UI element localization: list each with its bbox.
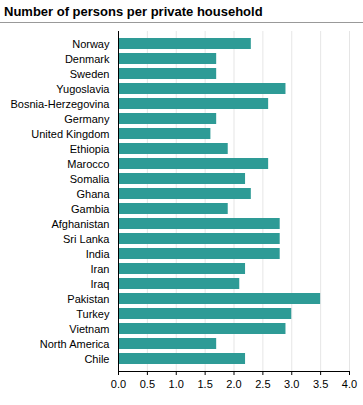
- svg-text:2.5: 2.5: [255, 378, 270, 390]
- svg-text:Gambia: Gambia: [71, 203, 110, 215]
- svg-text:Ethiopia: Ethiopia: [70, 143, 111, 155]
- svg-text:Chile: Chile: [84, 353, 109, 365]
- svg-text:Iraq: Iraq: [91, 278, 110, 290]
- svg-text:Yugoslavia: Yugoslavia: [56, 83, 110, 95]
- svg-text:Vietnam: Vietnam: [69, 323, 109, 335]
- svg-text:2.0: 2.0: [226, 378, 241, 390]
- html-text:Number of persons per private: Number of persons per private household: [4, 4, 263, 19]
- svg-text:Bosnia-Herzegovina: Bosnia-Herzegovina: [10, 98, 110, 110]
- svg-text:Marocco: Marocco: [67, 158, 109, 170]
- svg-text:Turkey: Turkey: [76, 308, 110, 320]
- svg-text:Somalia: Somalia: [70, 173, 111, 185]
- svg-text:1.0: 1.0: [169, 378, 184, 390]
- svg-text:Germany: Germany: [64, 113, 110, 125]
- svg-text:Ghana: Ghana: [76, 188, 110, 200]
- svg-text:0.0: 0.0: [111, 378, 126, 390]
- svg-text:4.0: 4.0: [342, 378, 357, 390]
- svg-text:Sri Lanka: Sri Lanka: [63, 233, 110, 245]
- svg-text:0.5: 0.5: [140, 378, 155, 390]
- svg-text:3.5: 3.5: [313, 378, 328, 390]
- svg-text:Denmark: Denmark: [65, 53, 110, 65]
- svg-text:3.0: 3.0: [284, 378, 299, 390]
- svg-text:Pakistan: Pakistan: [67, 293, 109, 305]
- svg-text:1.5: 1.5: [197, 378, 212, 390]
- svg-text:North America: North America: [40, 338, 111, 350]
- svg-text:Afghanistan: Afghanistan: [51, 218, 109, 230]
- svg-text:United Kingdom: United Kingdom: [31, 128, 109, 140]
- svg-text:Norway: Norway: [72, 38, 110, 50]
- svg-text:India: India: [86, 248, 111, 260]
- svg-text:Iran: Iran: [91, 263, 110, 275]
- svg-text:Sweden: Sweden: [70, 68, 110, 80]
